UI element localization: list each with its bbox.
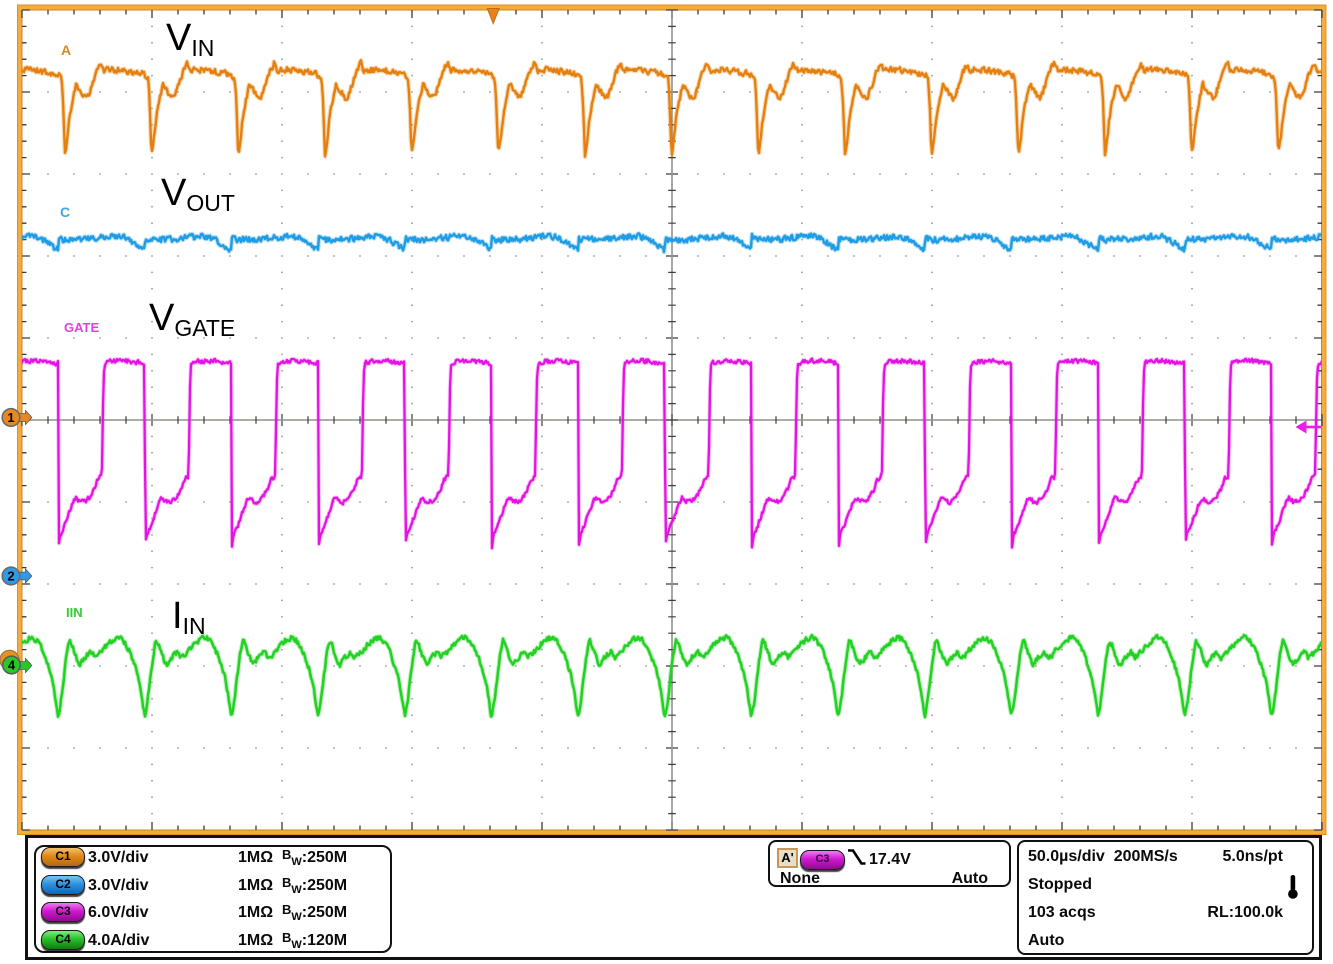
svg-text:4: 4 (8, 658, 16, 673)
svg-text:1: 1 (7, 410, 14, 425)
svg-text:2: 2 (7, 569, 14, 584)
